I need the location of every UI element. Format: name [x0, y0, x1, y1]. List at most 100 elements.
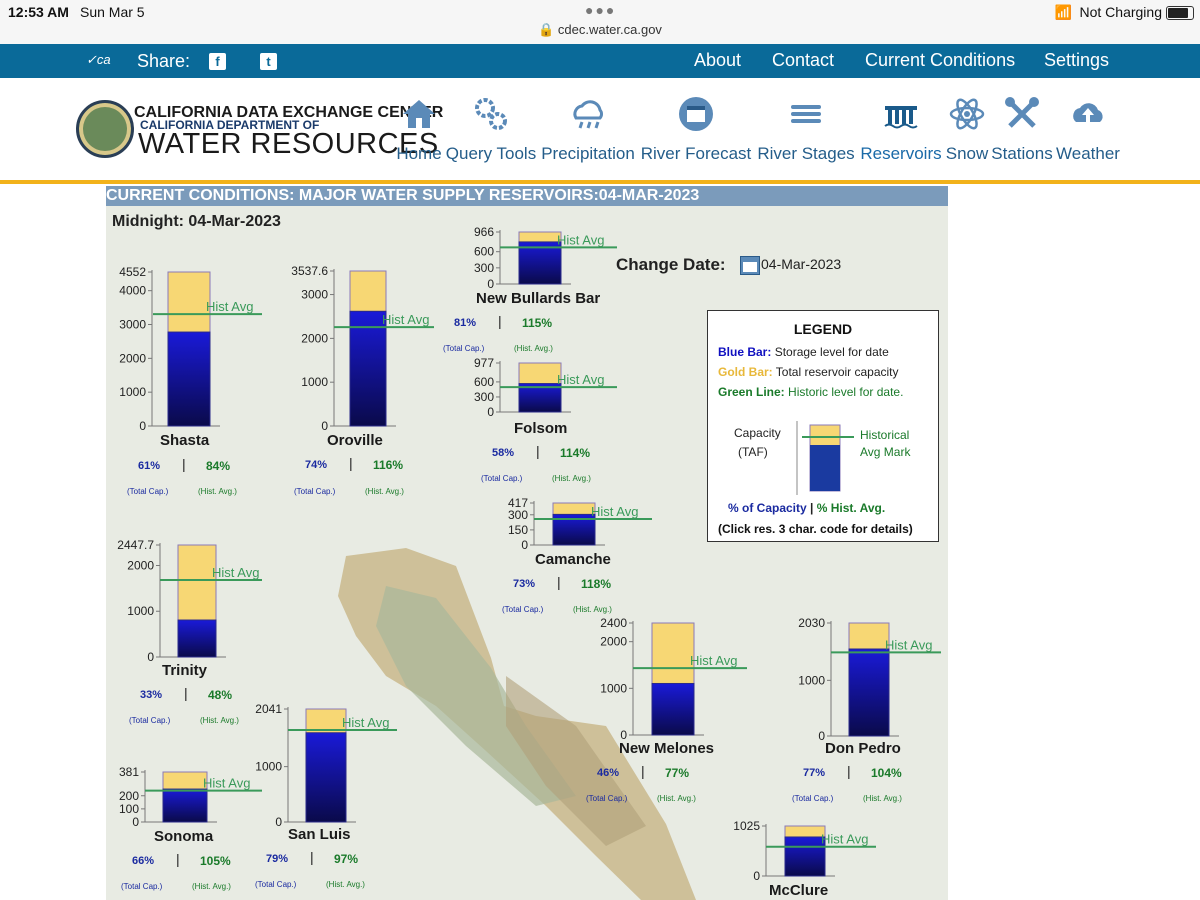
org-line-1: CALIFORNIA DATA EXCHANGE CENTER: [134, 104, 444, 121]
nav-precipitation[interactable]: Precipitation: [538, 94, 638, 164]
san-luis-pct-capacity: 79%: [266, 853, 289, 865]
dam-icon: [884, 106, 918, 129]
address-url[interactable]: cdec.water.ca.gov: [557, 22, 662, 37]
new-bullards-bar-total-cap-note: (Total Cap.): [443, 344, 485, 353]
nav-settings[interactable]: Settings: [1044, 50, 1110, 70]
new-melones-pct-capacity: 46%: [597, 767, 620, 779]
midnight-label: Midnight: 04-Mar-2023: [112, 213, 281, 230]
trinity-pct-capacity: 33%: [140, 689, 163, 701]
legend-gold: Gold Bar: Total reservoir capacity: [718, 365, 899, 379]
nav-river-forecast[interactable]: River Forecast: [638, 94, 754, 164]
new-melones-pct-hist: 77%: [665, 766, 690, 780]
legend-avg-mark: Avg Mark: [860, 445, 911, 459]
shasta-pct-capacity: 61%: [138, 460, 161, 472]
dwr-seal-logo[interactable]: [76, 100, 134, 158]
legend-sample-bar: [796, 421, 854, 495]
oroville-total-cap-note: (Total Cap.): [294, 487, 336, 496]
nav-contact[interactable]: Contact: [772, 50, 835, 70]
mcclure-name-link[interactable]: McClure: [769, 882, 829, 899]
don-pedro-total-cap-note: (Total Cap.): [792, 794, 834, 803]
folsom-pct-hist: 114%: [560, 446, 591, 460]
sonoma-name-link[interactable]: Sonoma: [154, 828, 214, 845]
nav-current-conditions[interactable]: Current Conditions: [865, 50, 1016, 70]
ca-gov-logo[interactable]: ✓ca: [86, 52, 111, 67]
nav-home[interactable]: Home: [394, 94, 444, 164]
twitter-icon[interactable]: t: [260, 53, 277, 70]
oroville-separator: |: [349, 455, 353, 471]
don-pedro-pct-hist: 104%: [871, 766, 902, 780]
san-luis-name-link[interactable]: San Luis: [288, 826, 351, 843]
oroville-pct-capacity: 74%: [305, 459, 328, 471]
camanche-hist-avg-note: (Hist. Avg.): [573, 605, 612, 614]
more-dots-icon[interactable]: ●●●: [585, 2, 617, 18]
camanche-total-cap-note: (Total Cap.): [502, 605, 544, 614]
sonoma-separator: |: [176, 851, 180, 867]
nav-reservoirs[interactable]: Reservoirs: [858, 94, 944, 164]
new-bullards-bar-name-link[interactable]: New Bullards Bar: [476, 290, 601, 307]
cloud-upload-icon: [1073, 103, 1103, 122]
tools-icon: [1005, 97, 1039, 128]
nav-stations[interactable]: Stations: [990, 94, 1054, 164]
folsom-hist-avg-note: (Hist. Avg.): [552, 474, 591, 483]
nav-weather[interactable]: Weather: [1054, 94, 1122, 164]
folsom-name-link[interactable]: Folsom: [514, 420, 568, 437]
folsom-separator: |: [536, 443, 540, 459]
nav-snow-label: Snow: [945, 144, 989, 163]
camanche-pct-hist: 118%: [581, 577, 612, 591]
san-luis-total-cap-note: (Total Cap.): [255, 880, 297, 889]
legend-blue: Blue Bar: Storage level for date: [718, 345, 889, 359]
san-luis-pct-hist: 97%: [334, 852, 359, 866]
new-bullards-bar-separator: |: [498, 313, 502, 329]
waves-icon: [791, 105, 821, 123]
don-pedro-name-link[interactable]: Don Pedro: [825, 740, 901, 757]
new-melones-separator: |: [641, 763, 645, 779]
oroville-pct-hist: 116%: [373, 458, 404, 472]
camanche-name-link[interactable]: Camanche: [535, 551, 611, 568]
sonoma-total-cap-note: (Total Cap.): [121, 882, 163, 891]
battery-icon: [1166, 6, 1194, 20]
legend-box: LEGEND Blue Bar: Storage level for date …: [707, 310, 939, 542]
oroville-hist-avg-note: (Hist. Avg.): [365, 487, 404, 496]
org-line-3: WATER RESOURCES: [138, 128, 439, 160]
change-date-value: 04-Mar-2023: [761, 256, 842, 272]
lock-icon: 🔒: [538, 22, 555, 37]
nav-river-forecast-label: River Forecast: [640, 144, 752, 163]
nav-precipitation-label: Precipitation: [541, 144, 635, 163]
calendar-picker-icon[interactable]: [740, 256, 760, 275]
nav-about[interactable]: About: [694, 50, 742, 70]
share-bar: ✓ca Share: f t About Contact Current Con…: [0, 44, 1200, 78]
change-date-label: Change Date:: [616, 255, 726, 274]
trinity-name-link[interactable]: Trinity: [162, 662, 208, 679]
sonoma-pct-capacity: 66%: [132, 855, 155, 867]
folsom-pct-capacity: 58%: [492, 447, 515, 459]
nav-query-tools[interactable]: Query Tools: [444, 94, 538, 164]
shasta-total-cap-note: (Total Cap.): [127, 487, 169, 496]
facebook-icon[interactable]: f: [209, 53, 226, 70]
new-bullards-bar-pct-capacity: 81%: [454, 317, 477, 329]
camanche-pct-capacity: 73%: [513, 578, 536, 590]
oroville-name-link[interactable]: Oroville: [327, 432, 383, 449]
folsom-total-cap-note: (Total Cap.): [481, 474, 523, 483]
legend-green: Green Line: Historic level for date.: [718, 385, 904, 399]
shasta-name-link[interactable]: Shasta: [160, 432, 210, 449]
calendar-icon: [679, 97, 713, 131]
address-bar[interactable]: 🔒 cdec.water.ca.gov: [0, 22, 1200, 38]
don-pedro-hist-avg-note: (Hist. Avg.): [863, 794, 902, 803]
california-map: [338, 548, 696, 900]
new-melones-name-link[interactable]: New Melones: [619, 740, 715, 757]
org-line-2: CALIFORNIA DEPARTMENT OF: [140, 118, 320, 132]
nav-river-stages[interactable]: River Stages: [754, 94, 858, 164]
rain-cloud-icon: [573, 100, 603, 129]
don-pedro-separator: |: [847, 763, 851, 779]
gears-icon: [475, 98, 507, 130]
new-melones-hist-avg-note: (Hist. Avg.): [657, 794, 696, 803]
nav-home-label: Home: [396, 144, 442, 163]
nav-query-tools-label: Query Tools: [445, 144, 537, 163]
wifi-icon: 📶: [1054, 4, 1072, 20]
nav-stations-label: Stations: [991, 144, 1053, 163]
charging-status: Not Charging: [1079, 4, 1163, 20]
share-label: Share:: [137, 51, 191, 71]
nav-reservoirs-label: Reservoirs: [860, 144, 942, 163]
nav-snow[interactable]: Snow: [944, 94, 990, 164]
clock-date: Sun Mar 5: [80, 4, 145, 20]
